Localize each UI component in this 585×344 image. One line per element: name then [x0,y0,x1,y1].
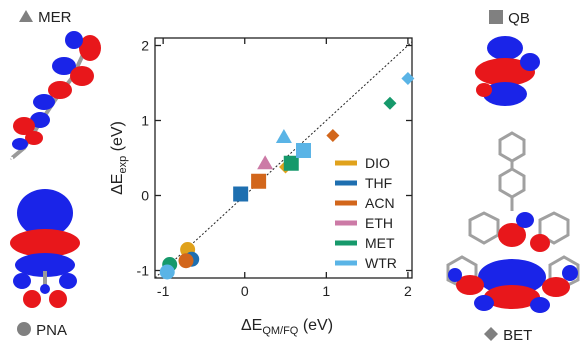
square-marker-icon [489,10,503,24]
data-point-met-diamond [383,96,397,110]
qb-molecule-image [475,36,543,115]
data-point-acn-square [251,173,267,189]
pna-label-text: PNA [36,322,68,339]
bet-label-text: BET [503,327,533,344]
y-axis-label-main: ΔE [109,174,126,195]
y-axis-label-unit: (eV) [109,121,126,156]
bet-label: BET [483,326,532,344]
x-tick-label: 1 [322,283,330,299]
data-point-thf-square [233,186,249,202]
y-tick-label: 2 [141,38,149,54]
mer-molecule-image [5,31,101,165]
legend-swatch-thf [335,180,357,186]
legend-label-met: MET [365,235,395,251]
legend-label-eth: ETH [365,215,393,231]
x-axis-label-sub: QM/FQ [262,325,298,337]
y-tick-label: 0 [141,188,149,204]
chart-axes: -1 0 1 2 -1 0 1 2 [137,37,413,299]
plot-frame [154,37,413,279]
x-axis-label: ΔEQM/FQ (eV) [241,317,333,337]
bet-molecule-image [446,131,580,313]
pna-molecule-image [10,189,80,308]
x-tick-label: 0 [241,283,249,299]
data-point-eth-triangle [257,155,274,170]
data-point-wtr-square [295,143,311,158]
data-point-wtr-circle [159,264,175,280]
data-point-wtr-triangle [275,129,292,143]
legend-swatch-dio [335,160,357,166]
legend-label-wtr: WTR [365,255,397,271]
y-tick-label: -1 [137,263,150,279]
chart-marks [159,72,415,280]
y-tick-label: 1 [141,113,149,129]
data-point-acn-circle [178,253,194,269]
qb-label: QB [488,9,530,27]
x-axis-label-main: ΔE [241,317,262,334]
x-tick-label: 2 [404,283,412,299]
y-axis-label: ΔEexp (eV) [109,121,129,195]
legend-swatch-wtr [335,260,357,266]
legend-swatch-met [335,240,357,246]
y-axis-label-sub: exp [117,156,129,174]
legend-swatch-eth [335,220,357,226]
data-point-wtr-diamond [401,72,415,85]
circle-marker-icon [17,322,31,336]
mer-label-text: MER [38,9,72,26]
legend-label-acn: ACN [365,195,395,211]
legend-swatch-acn [335,200,357,206]
x-tick-label: -1 [157,283,170,299]
legend-label-thf: THF [365,175,392,191]
legend-label-dio: DIO [365,155,390,171]
chart-legend: DIO THF ACN ETH MET WTR [335,155,397,271]
triangle-marker-icon [19,10,33,22]
x-axis-label-unit: (eV) [298,317,333,334]
qb-label-text: QB [508,10,530,27]
data-point-acn-diamond [326,129,340,142]
diamond-marker-icon [484,327,498,341]
pna-label: PNA [16,321,67,339]
data-point-met-square [283,155,299,171]
mer-label: MER [18,9,72,26]
